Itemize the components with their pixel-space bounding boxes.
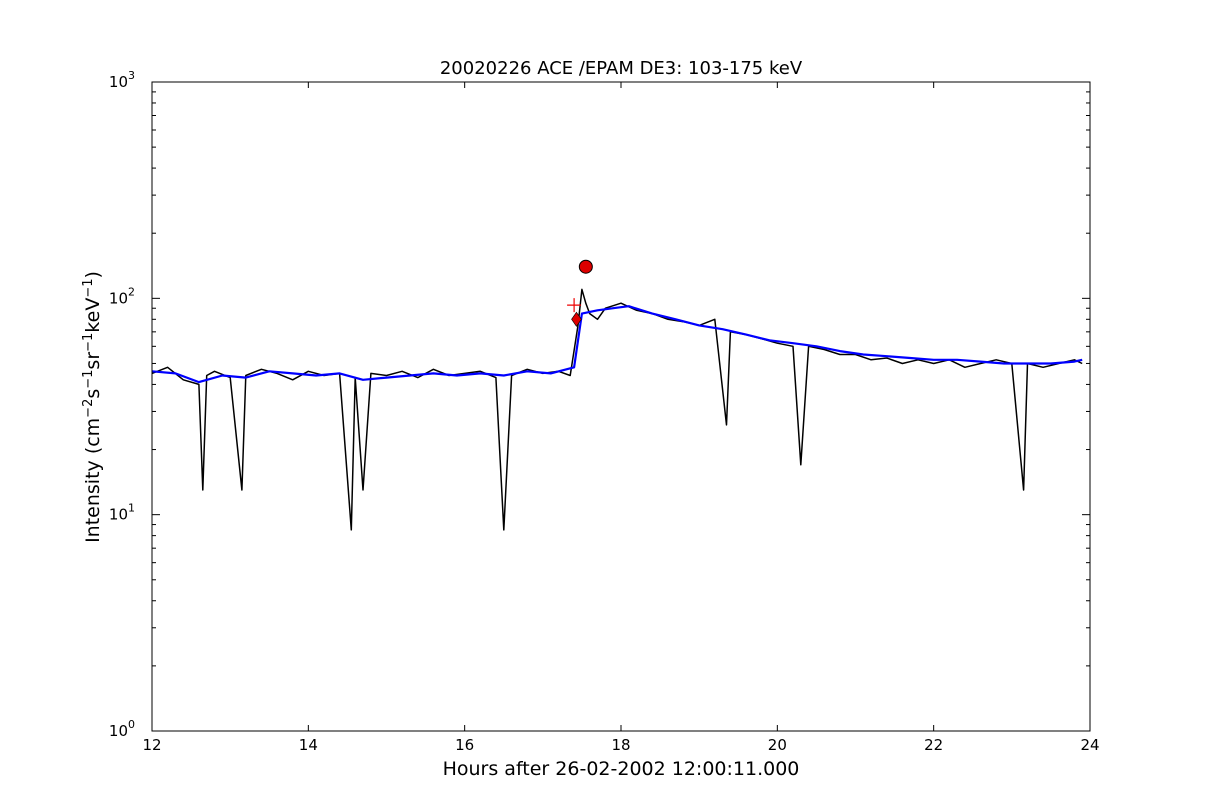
x-axis-label: Hours after 26-02-2002 12:00:11.000 — [443, 758, 800, 780]
y-label-exponent: −1 — [81, 278, 96, 297]
x-tick-label: 24 — [1080, 736, 1099, 754]
y-label-exponent: −1 — [81, 370, 96, 389]
x-axis: 12 14 16 18 20 22 24 — [142, 82, 1100, 754]
y-label-exponent: −1 — [81, 333, 96, 352]
y-label-text: ) — [82, 271, 104, 278]
y-tick-exponent: 3 — [128, 69, 135, 82]
y-tick-exponent: 1 — [128, 502, 135, 515]
series-smoothed-line — [152, 305, 1083, 384]
y-label-text: keV — [82, 298, 104, 333]
y-tick-label: 10 — [109, 289, 128, 307]
y-axis-label: Intensity (cm−2s−1sr−1keV−1) — [81, 271, 104, 543]
y-tick-label: 10 — [109, 73, 128, 91]
y-label-text: Intensity (cm — [82, 418, 104, 543]
x-tick-label: 16 — [455, 736, 474, 754]
plot-frame — [151, 81, 1091, 732]
y-tick-exponent: 2 — [128, 285, 135, 298]
x-tick-label: 14 — [299, 736, 318, 754]
y-tick-label: 10 — [109, 506, 128, 524]
x-tick-label: 12 — [142, 736, 161, 754]
x-tick-label: 22 — [924, 736, 943, 754]
y-tick-exponent: 0 — [128, 718, 135, 731]
y-label-text: s — [82, 389, 104, 399]
x-tick-label: 18 — [611, 736, 630, 754]
peak-marker — [578, 259, 593, 274]
x-tick-label: 20 — [768, 736, 787, 754]
plot-area — [152, 259, 1083, 531]
onset-plus-marker — [567, 298, 582, 313]
y-tick-label: 10 — [109, 722, 128, 740]
series-raw-line — [152, 288, 1083, 531]
y-label-text: sr — [82, 352, 104, 370]
onset-marker — [571, 311, 582, 327]
chart-title: 20020226 ACE /EPAM DE3: 103-175 keV — [440, 58, 803, 79]
y-label-exponent: −2 — [81, 399, 96, 418]
